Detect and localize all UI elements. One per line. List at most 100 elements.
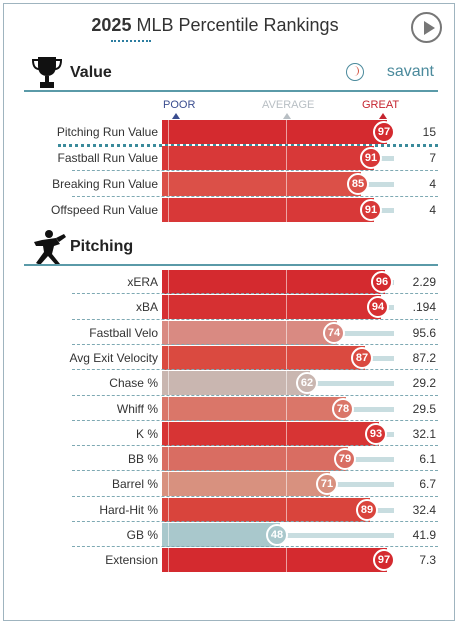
bar-guide-line (168, 371, 169, 396)
pitching-section-header: Pitching (24, 226, 438, 266)
metric-name: GB % (126, 528, 158, 542)
percentile-badge: 79 (334, 448, 356, 471)
percentile-bar-remainder (346, 406, 394, 412)
savant-logo[interactable]: savant (386, 63, 434, 80)
row-divider (72, 170, 438, 171)
bar-guide-line (286, 472, 287, 497)
percentile-bar-remainder (337, 330, 394, 336)
metric-row[interactable]: Avg Exit Velocity 87 87.2 (0, 345, 458, 370)
percentile-badge: 71 (316, 473, 338, 496)
percentile-bar-fill (162, 172, 361, 196)
percentile-badge: 97 (373, 549, 395, 572)
poor-arrow-icon (172, 113, 180, 119)
year-dropdown-underline[interactable] (111, 40, 151, 42)
bar-guide-line (286, 371, 287, 396)
percentile-badge: 74 (323, 321, 345, 344)
metric-value: 6.7 (419, 477, 436, 492)
metric-row[interactable]: Breaking Run Value 85 4 (0, 172, 458, 196)
metric-row[interactable]: K % 93 32.1 (0, 421, 458, 446)
title-text: MLB Percentile Rankings (136, 15, 339, 35)
percentile-badge: 91 (360, 147, 382, 169)
metric-value: 15 (422, 125, 436, 139)
metric-value: 95.6 (412, 325, 436, 340)
percentile-badge: 62 (296, 372, 318, 395)
metric-name: Chase % (109, 376, 158, 391)
percentile-bar-remainder (365, 355, 394, 361)
metric-row[interactable]: Hard-Hit % 89 32.4 (0, 497, 458, 522)
section-rule (24, 264, 438, 266)
metric-row[interactable]: Pitching Run Value 97 15 (0, 120, 458, 144)
metric-row[interactable]: Extension 97 7.3 (0, 548, 458, 573)
metric-row[interactable]: Offspeed Run Value 91 4 (0, 198, 458, 222)
metric-name: Pitching Run Value (56, 125, 158, 139)
metric-row[interactable]: xERA 96 2.29 (0, 270, 458, 294)
metric-row[interactable]: Fastball Run Value 91 7 (0, 146, 458, 170)
row-divider (72, 293, 438, 295)
percentile-badge: 91 (360, 199, 382, 221)
percentile-bar-fill (162, 320, 337, 345)
play-icon[interactable] (411, 12, 442, 43)
percentile-badge: 96 (371, 271, 393, 293)
row-divider (72, 445, 438, 447)
percentile-bar-fill (162, 295, 381, 320)
metric-value: 29.2 (412, 376, 436, 391)
percentile-bar-fill (162, 447, 348, 472)
bar-guide-line (168, 447, 169, 472)
percentile-badge: 78 (332, 397, 354, 420)
row-divider (72, 343, 438, 345)
percentile-bar-track: 97 (162, 548, 395, 573)
metric-row[interactable]: BB % 79 6.1 (0, 447, 458, 472)
row-divider (72, 495, 438, 497)
metric-name: Fastball Velo (89, 325, 158, 340)
metric-row[interactable]: Barrel % 71 6.7 (0, 472, 458, 497)
metric-value: 6.1 (419, 452, 436, 467)
percentile-bar-remainder (280, 533, 394, 538)
metric-name: xERA (127, 275, 158, 289)
metric-row[interactable]: Fastball Velo 74 95.6 (0, 320, 458, 345)
average-arrow-icon (283, 113, 291, 119)
metric-row[interactable]: Chase % 62 29.2 (0, 371, 458, 396)
row-divider (58, 144, 438, 147)
bar-guide-line (286, 421, 287, 446)
row-divider (72, 394, 438, 396)
percentile-bar-fill (162, 523, 280, 547)
percentile-bar-track: 89 (162, 497, 394, 522)
metric-row[interactable]: Whiff % 78 29.5 (0, 396, 458, 421)
percentile-badge: 85 (347, 173, 369, 195)
percentile-bar-fill (162, 421, 379, 446)
bar-guide-line (286, 497, 287, 522)
percentile-badge: 89 (356, 498, 378, 521)
percentile-bar-track: 48 (162, 523, 394, 547)
great-arrow-icon (379, 113, 387, 119)
percentile-bar-fill (162, 472, 330, 497)
bar-guide-line (168, 320, 169, 345)
bar-guide-line (168, 345, 169, 370)
percentile-bar-track: 62 (162, 371, 394, 396)
metric-name: Extension (105, 553, 158, 568)
percentile-badge: 97 (373, 121, 395, 143)
percentile-bar-track: 79 (162, 447, 394, 472)
scale-poor-label: POOR (163, 99, 196, 111)
title-year: 2025 (91, 15, 132, 35)
percentile-bar-track: 91 (162, 146, 394, 170)
pitcher-icon (30, 228, 66, 265)
metric-row[interactable]: xBA 94 .194 (0, 295, 458, 320)
metric-value: .194 (412, 300, 436, 315)
percentile-bar-track: 74 (162, 320, 394, 345)
percentile-bar-track: 91 (162, 198, 394, 222)
bar-guide-line (286, 295, 287, 320)
bar-guide-line (168, 548, 169, 573)
pitching-section-label: Pitching (70, 238, 134, 255)
percentile-bar-fill (162, 198, 374, 222)
percentile-bar-remainder (374, 208, 394, 213)
percentile-bar-track: 87 (162, 345, 394, 370)
bar-guide-line (286, 396, 287, 421)
metric-value: 4 (429, 203, 436, 217)
bar-guide-line (286, 270, 287, 294)
bar-guide-line (286, 172, 287, 196)
scale-great-label: GREAT (362, 99, 400, 111)
bar-guide-line (168, 497, 169, 522)
bar-guide-line (168, 472, 169, 497)
metric-row[interactable]: GB % 48 41.9 (0, 523, 458, 547)
percentile-bar-fill (162, 497, 370, 522)
